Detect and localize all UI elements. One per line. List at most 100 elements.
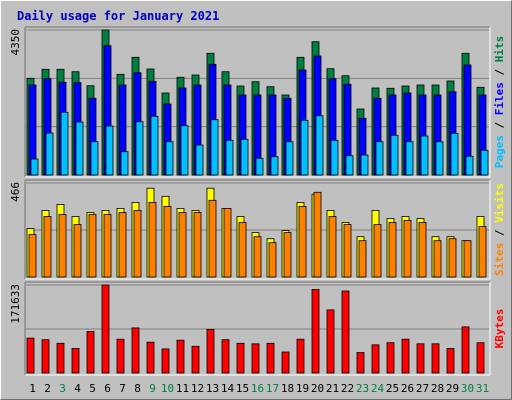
side-label-part: / bbox=[493, 62, 506, 82]
day-label-6: 6 bbox=[104, 382, 111, 395]
day-label-29: 29 bbox=[446, 382, 459, 395]
bar-sites-day-8 bbox=[133, 209, 142, 278]
day-label-11: 11 bbox=[176, 382, 189, 395]
side-label-part: Files bbox=[493, 82, 506, 115]
bar-kbytes-day-24 bbox=[371, 344, 380, 374]
bar-pages-day-20 bbox=[315, 115, 324, 176]
bar-sites-day-6 bbox=[103, 214, 112, 278]
bar-pages-day-17 bbox=[270, 156, 279, 176]
day-label-9: 9 bbox=[149, 382, 156, 395]
day-label-19: 19 bbox=[296, 382, 309, 395]
bar-kbytes-day-17 bbox=[266, 342, 275, 374]
bar-sites-day-1 bbox=[28, 234, 37, 278]
day-label-2: 2 bbox=[44, 382, 51, 395]
bar-kbytes-day-15 bbox=[236, 342, 245, 374]
bar-sites-day-11 bbox=[178, 212, 187, 278]
side-label-part: Visits bbox=[493, 183, 506, 223]
bar-sites-day-17 bbox=[268, 242, 277, 278]
bar-sites-day-3 bbox=[58, 214, 67, 278]
bar-pages-day-6 bbox=[105, 125, 114, 176]
bar-kbytes-day-31 bbox=[476, 342, 485, 374]
day-label-4: 4 bbox=[74, 382, 81, 395]
day-label-16: 16 bbox=[251, 382, 264, 395]
bar-pages-day-4 bbox=[75, 121, 84, 176]
bar-pages-day-1 bbox=[30, 158, 39, 176]
day-label-5: 5 bbox=[89, 382, 96, 395]
bar-pages-day-9 bbox=[150, 115, 159, 176]
bar-pages-day-18 bbox=[285, 141, 294, 176]
day-label-8: 8 bbox=[134, 382, 141, 395]
bar-kbytes-day-25 bbox=[386, 342, 395, 374]
panel-side-label: KBytes bbox=[493, 309, 506, 349]
chart-panels: 4350 Pages / Files / Hits 466 Sites / Visit… bbox=[9, 26, 506, 376]
bar-sites-day-29 bbox=[448, 238, 457, 278]
bar-sites-day-7 bbox=[118, 212, 127, 278]
day-label-15: 15 bbox=[236, 382, 249, 395]
bar-sites-day-24 bbox=[373, 224, 382, 278]
panel-visits: 466 Sites / Visits bbox=[9, 179, 506, 280]
bar-kbytes-day-16 bbox=[251, 343, 260, 374]
panel-max-label: 4350 bbox=[9, 29, 22, 56]
chart-title: Daily usage for January 2021 bbox=[17, 9, 219, 23]
day-label-21: 21 bbox=[326, 382, 339, 395]
bar-pages-day-7 bbox=[120, 151, 129, 176]
day-label-10: 10 bbox=[161, 382, 174, 395]
bar-sites-day-12 bbox=[193, 212, 202, 278]
bar-kbytes-day-5 bbox=[86, 331, 95, 374]
bar-pages-day-24 bbox=[375, 141, 384, 176]
bar-pages-day-14 bbox=[225, 139, 234, 176]
bar-pages-day-15 bbox=[240, 138, 249, 176]
bar-pages-day-19 bbox=[300, 119, 309, 176]
bar-kbytes-day-28 bbox=[431, 343, 440, 374]
bar-pages-day-27 bbox=[420, 135, 429, 176]
bar-sites-day-9 bbox=[148, 201, 157, 278]
bar-kbytes-day-14 bbox=[221, 339, 230, 374]
bar-pages-day-23 bbox=[360, 154, 369, 176]
day-label-30: 30 bbox=[461, 382, 474, 395]
day-label-28: 28 bbox=[431, 382, 444, 395]
day-label-1: 1 bbox=[29, 382, 36, 395]
bar-sites-day-23 bbox=[358, 240, 367, 278]
bar-sites-day-27 bbox=[418, 222, 427, 278]
bar-kbytes-day-30 bbox=[461, 326, 470, 374]
day-label-20: 20 bbox=[311, 382, 324, 395]
day-label-14: 14 bbox=[221, 382, 235, 395]
bar-pages-day-29 bbox=[450, 132, 459, 176]
bar-pages-day-10 bbox=[165, 141, 174, 176]
bar-pages-day-30 bbox=[465, 155, 474, 176]
bar-sites-day-2 bbox=[43, 216, 52, 278]
bar-sites-day-10 bbox=[163, 205, 172, 278]
day-label-7: 7 bbox=[119, 382, 126, 395]
panel-max-label: 466 bbox=[9, 182, 22, 202]
day-label-25: 25 bbox=[386, 382, 399, 395]
bar-kbytes-day-21 bbox=[326, 309, 335, 374]
side-label-part: / bbox=[493, 223, 506, 243]
bar-kbytes-day-19 bbox=[296, 338, 305, 374]
bar-sites-day-26 bbox=[403, 220, 412, 278]
panel-kbytes: 171633 KBytes bbox=[9, 281, 506, 376]
day-label-22: 22 bbox=[341, 382, 354, 395]
bar-kbytes-day-2 bbox=[41, 339, 50, 374]
bar-pages-day-28 bbox=[435, 141, 444, 176]
bar-pages-day-2 bbox=[45, 132, 54, 176]
bar-kbytes-day-20 bbox=[311, 288, 320, 374]
bar-pages-day-25 bbox=[390, 134, 399, 176]
day-label-3: 3 bbox=[59, 382, 66, 395]
day-label-31: 31 bbox=[476, 382, 489, 395]
side-label-part: / bbox=[493, 115, 506, 135]
bar-sites-day-28 bbox=[433, 240, 442, 278]
bar-pages-day-8 bbox=[135, 121, 144, 176]
bar-pages-day-12 bbox=[195, 144, 204, 176]
bar-sites-day-21 bbox=[328, 216, 337, 278]
bar-kbytes-day-10 bbox=[161, 348, 170, 374]
bar-kbytes-day-11 bbox=[176, 339, 185, 374]
bar-sites-day-19 bbox=[298, 205, 307, 278]
bar-pages-day-26 bbox=[405, 141, 414, 176]
panel-hits: 4350 Pages / Files / Hits bbox=[9, 26, 506, 178]
bar-kbytes-day-22 bbox=[341, 290, 350, 374]
side-label-part: Pages bbox=[493, 135, 506, 168]
side-label-part: Sites bbox=[493, 243, 506, 276]
bar-pages-day-22 bbox=[345, 155, 354, 176]
day-label-13: 13 bbox=[206, 382, 219, 395]
bar-sites-day-18 bbox=[283, 232, 292, 278]
